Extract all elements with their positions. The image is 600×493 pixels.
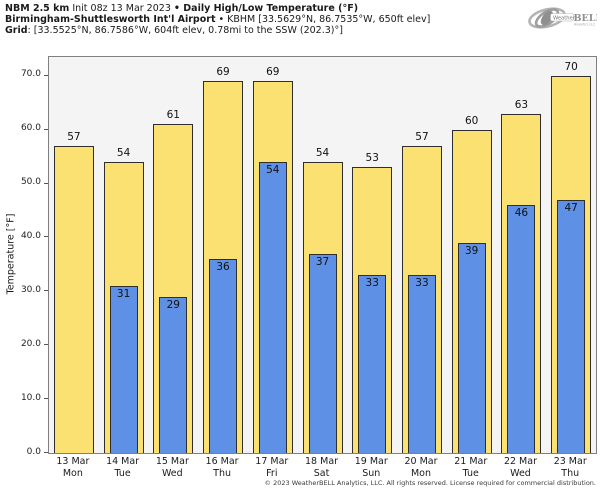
- x-tick-label: 17 Mar Fri: [255, 456, 289, 479]
- y-tick-label: 0.0: [26, 446, 41, 457]
- copyright-text: © 2023 WeatherBELL Analytics, LLC. All r…: [264, 479, 596, 487]
- chart-title: • Daily High/Low Temperature (°F): [173, 3, 359, 14]
- low-bar: [109, 285, 138, 453]
- y-tick-mark: [44, 236, 48, 238]
- low-value-label: 31: [116, 287, 131, 300]
- y-tick-label: 50.0: [20, 177, 41, 188]
- y-tick-mark: [44, 398, 48, 400]
- x-tick-label: 20 Mar Mon: [404, 456, 438, 479]
- low-value-label: 33: [365, 277, 379, 290]
- x-tick-label: 21 Mar Tue: [454, 456, 488, 479]
- low-value-label: 46: [514, 207, 529, 220]
- high-value-label: 53: [365, 152, 379, 165]
- high-value-label: 57: [67, 130, 81, 143]
- x-tick-label: 14 Mar Tue: [106, 456, 140, 479]
- low-bar: [258, 162, 287, 453]
- high-value-label: 54: [315, 147, 330, 160]
- weatherbell-swirl-icon: Weather BELL Analytics LLC: [528, 7, 600, 29]
- x-tick-label: 23 Mar Thu: [553, 456, 587, 479]
- low-bar: [358, 275, 387, 453]
- header-line-1: NBM 2.5 km Init 08z 13 Mar 2023 • Daily …: [5, 3, 430, 14]
- y-tick-label: 10.0: [20, 392, 41, 403]
- low-bar: [407, 275, 436, 453]
- low-value-label: 37: [315, 255, 330, 268]
- low-bar: [209, 259, 238, 453]
- low-value-label: 39: [464, 244, 479, 257]
- low-value-label: 33: [415, 277, 429, 290]
- low-value-label: 47: [564, 201, 578, 214]
- x-tick-label: 13 Mar Mon: [56, 456, 90, 479]
- low-bar: [308, 253, 337, 453]
- logo-text-bell: BELL: [574, 13, 598, 24]
- x-tick-label: 19 Mar Sun: [354, 456, 388, 479]
- weatherbell-logo: Weather BELL Analytics LLC: [523, 2, 600, 34]
- y-tick-mark: [44, 182, 48, 184]
- y-tick-label: 30.0: [20, 284, 41, 295]
- low-bar: [457, 242, 486, 453]
- y-tick-label: 20.0: [20, 338, 41, 349]
- y-tick-mark: [44, 74, 48, 76]
- low-bar: [507, 205, 536, 453]
- x-axis: 13 Mar Mon 14 Mar Tue 15 Mar Wed 16 Mar Thu 17 M…: [48, 456, 595, 479]
- low-bar: [557, 199, 586, 453]
- high-value-label: 61: [166, 109, 180, 122]
- high-value-label: 69: [216, 66, 230, 79]
- x-tick-label: 22 Mar Wed: [503, 456, 537, 479]
- high-value-label: 60: [464, 114, 479, 127]
- y-axis-title: Temperature [°F]: [5, 213, 17, 295]
- low-value-label: 29: [166, 298, 180, 311]
- grid-label: Grid: [5, 25, 28, 36]
- x-tick-label: 16 Mar Thu: [205, 456, 239, 479]
- x-tick-label: 18 Mar Sat: [305, 456, 339, 479]
- high-value-label: 70: [564, 60, 578, 73]
- station-name: Birmingham-Shuttlesworth Int'l Airport: [5, 14, 216, 25]
- grid-coords: : [33.5525°N, 86.7586°W, 604ft elev, 0.7…: [27, 25, 343, 36]
- y-tick-label: 40.0: [20, 230, 41, 241]
- chart-header: NBM 2.5 km Init 08z 13 Mar 2023 • Daily …: [5, 3, 430, 36]
- header-line-2: Birmingham-Shuttlesworth Int'l Airport •…: [5, 14, 430, 25]
- high-value-label: 69: [266, 66, 280, 79]
- init-time: Init 08z 13 Mar 2023: [69, 3, 174, 14]
- high-value-label: 63: [514, 98, 529, 111]
- station-coords: • KBHM [33.5629°N, 86.7535°W, 650ft elev…: [215, 14, 431, 25]
- logo-text-weather: Weather: [553, 15, 576, 21]
- y-tick-mark: [44, 290, 48, 292]
- low-value-label: 36: [216, 261, 230, 274]
- y-tick-mark: [44, 452, 48, 453]
- y-tick-mark: [44, 128, 48, 130]
- header-line-3: Grid: [33.5525°N, 86.7586°W, 604ft elev,…: [5, 25, 430, 36]
- y-tick-label: 60.0: [20, 123, 41, 134]
- logo-text-analytics: Analytics LLC: [574, 23, 596, 27]
- low-value-label: 54: [266, 164, 280, 177]
- model-name: NBM 2.5 km: [5, 3, 70, 14]
- x-tick-label: 15 Mar Wed: [155, 456, 189, 479]
- plot-area: 57 54 31 61 29 69 36 69 54 54 37 53 33 57 33 60 39 63 46 70…: [48, 56, 597, 454]
- y-tick-mark: [44, 344, 48, 346]
- high-value-label: 54: [116, 147, 131, 160]
- low-bar: [159, 296, 188, 453]
- high-value-label: 57: [415, 130, 429, 143]
- y-tick-label: 70.0: [20, 69, 41, 80]
- high-bar: [53, 145, 94, 453]
